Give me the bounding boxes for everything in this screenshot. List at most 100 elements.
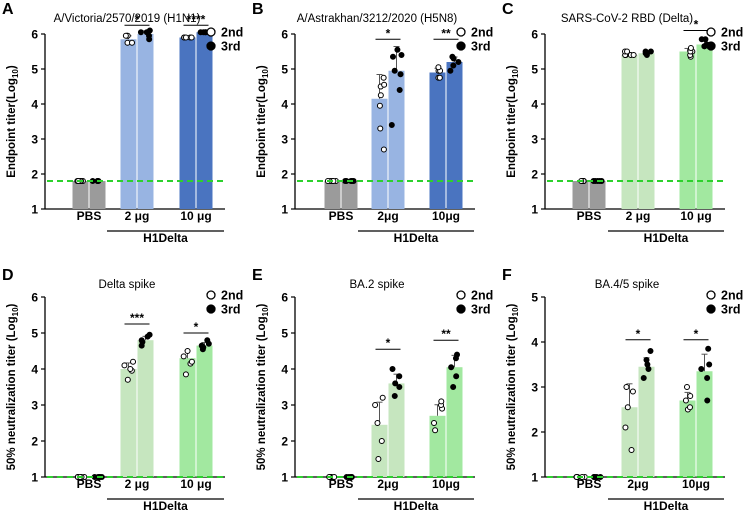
y-tick-label: 3 [531, 133, 538, 147]
data-point-3rd [396, 384, 403, 390]
data-point-3rd [642, 48, 649, 55]
bar-2nd-0 [572, 181, 589, 209]
y-axis-label: Endpoint titer(Log10) [256, 65, 270, 178]
legend-label-3rd: 3rd [221, 303, 240, 317]
data-point-2nd [379, 394, 386, 401]
group-label: H1Delta [394, 499, 439, 513]
significance-label: * [386, 336, 391, 350]
legend-label-3rd: 3rd [471, 40, 490, 54]
significance-label: * [694, 327, 699, 341]
data-point-2nd [128, 39, 135, 46]
data-point-3rd [449, 53, 456, 60]
panel-letter: B [252, 1, 264, 18]
data-point-3rd [146, 27, 153, 34]
group-label: H1Delta [143, 231, 188, 245]
bar-2nd-1 [371, 98, 388, 209]
y-axis-label-subscript: 10 [511, 69, 520, 78]
chart-panel-e: E BA.2 spike 50% neutralization titer (Log… [252, 267, 493, 513]
data-point-2nd [124, 376, 131, 383]
data-point-3rd [453, 373, 460, 380]
y-tick-label: 1 [281, 203, 288, 217]
x-tick-label: 10 μg [180, 209, 211, 223]
panel-letter: F [502, 267, 512, 284]
y-tick-label: 1 [531, 471, 538, 485]
y-tick-label: 4 [531, 336, 538, 350]
bar-3rd-1 [638, 53, 655, 209]
data-point-2nd [629, 388, 636, 395]
x-tick-label: 10μg [432, 209, 460, 223]
data-point-3rd [706, 361, 713, 368]
bar-3rd-1 [137, 34, 154, 209]
y-tick-label: 5 [281, 327, 288, 341]
significance-label: **** [187, 12, 206, 26]
data-point-2nd [378, 438, 385, 444]
y-axis-label-text: Endpoint titer(Log [6, 78, 18, 178]
data-point-2nd [436, 74, 443, 81]
data-point-2nd [122, 32, 129, 39]
data-point-2nd [121, 362, 128, 369]
significance-label: * [386, 26, 391, 40]
bar-2nd-1 [371, 424, 388, 477]
y-tick-label: 4 [531, 98, 538, 112]
y-axis-label-close: ) [506, 303, 518, 307]
data-point-3rd [447, 67, 454, 74]
legend-marker-3rd [206, 304, 216, 314]
bar-3rd-1 [638, 366, 655, 477]
y-tick-label: 2 [31, 435, 38, 449]
y-tick-label: 1 [531, 203, 538, 217]
data-point-2nd [622, 424, 629, 431]
legend-marker-2nd [706, 290, 716, 300]
y-tick-label: 6 [281, 28, 288, 42]
y-axis-label-text: 50% neutralization titer (Log [506, 316, 518, 470]
y-tick-label: 2 [31, 168, 38, 182]
data-point-3rd [342, 178, 349, 184]
data-point-3rd [389, 53, 396, 60]
chart-panel-d: D Delta spike 50% neutralization titer (Lo… [2, 267, 243, 513]
y-tick-label: 2 [531, 168, 538, 182]
y-tick-label: 6 [531, 28, 538, 42]
data-point-3rd [643, 357, 650, 363]
data-point-3rd [391, 393, 398, 399]
group-label: H1Delta [644, 231, 689, 245]
data-point-2nd [687, 45, 694, 51]
data-point-3rd [450, 384, 457, 390]
y-tick-label: 5 [31, 327, 38, 341]
y-axis-label-text: 50% neutralization titer (Log [256, 316, 268, 470]
bar-2nd-1 [621, 55, 638, 209]
bar-2nd-2 [429, 72, 446, 209]
data-point-3rd [204, 337, 211, 344]
data-point-2nd [188, 34, 195, 41]
y-tick-label: 4 [281, 98, 288, 112]
legend-marker-3rd [456, 41, 466, 51]
legend-label-2nd: 2nd [221, 26, 243, 40]
data-point-2nd [624, 48, 631, 55]
chart-panel-b: B A/Astrakhan/3212/2020 (H5N8) Endpoint ti… [252, 1, 493, 245]
bar-3rd-2 [446, 62, 463, 209]
chart-panel-a: A A/Victoria/2570/2019 (H1N1) Endpoint tit… [2, 1, 243, 245]
y-axis-label: 50% neutralization titer (Log10) [506, 303, 520, 470]
data-point-3rd [391, 67, 398, 74]
legend-label-2nd: 2nd [471, 289, 493, 303]
x-tick-label: 2μg [377, 477, 398, 491]
panel-letter: D [2, 267, 14, 284]
data-point-2nd [628, 447, 635, 453]
data-point-2nd [683, 384, 690, 390]
data-point-3rd [392, 380, 399, 387]
data-point-2nd [624, 404, 631, 411]
x-tick-label: PBS [329, 477, 354, 491]
x-tick-label: PBS [329, 209, 354, 223]
data-point-3rd [640, 375, 647, 381]
y-axis-label: 50% neutralization titer (Log10) [6, 303, 20, 470]
data-point-2nd [682, 397, 689, 404]
y-axis-label-subscript: 10 [11, 69, 20, 78]
y-tick-label: 3 [31, 399, 38, 413]
y-tick-label: 1 [31, 203, 38, 217]
y-tick-label: 2 [281, 435, 288, 449]
y-axis-label-subscript: 10 [11, 307, 20, 316]
data-point-3rd [702, 36, 709, 43]
data-point-2nd [438, 398, 445, 405]
data-point-3rd [146, 331, 153, 338]
x-tick-label: 2 μg [125, 477, 150, 491]
data-point-3rd [448, 364, 455, 371]
